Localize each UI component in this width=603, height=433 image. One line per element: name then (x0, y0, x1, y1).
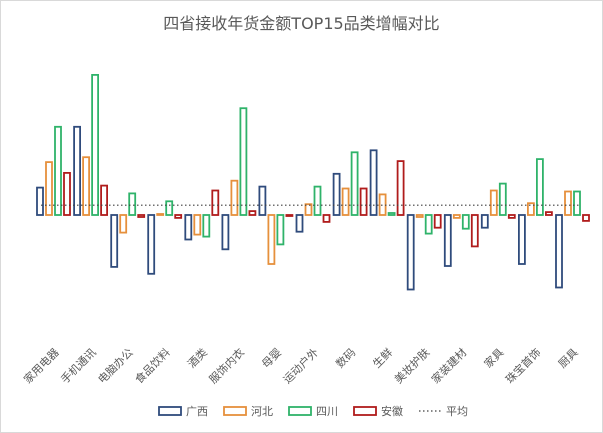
bar-广西-生鲜 (369, 149, 378, 216)
bar-四川-生鲜 (387, 212, 396, 216)
bar-广西-家装建材 (443, 214, 452, 267)
bar-四川-数码 (350, 151, 359, 216)
bar-安徽-家装建材 (470, 214, 479, 248)
bar-安徽-酒类 (211, 189, 220, 216)
bar-安徽-生鲜 (396, 160, 405, 216)
bar-河北-服饰内衣 (230, 179, 239, 216)
category-label: 运动户外 (280, 345, 321, 386)
bar-广西-美妆护肤 (406, 214, 415, 291)
category-label: 服饰内衣 (206, 345, 247, 386)
bar-广西-运动户外 (295, 214, 304, 233)
bar-广西-食品饮料 (147, 214, 156, 275)
category-label: 手机通讯 (58, 345, 99, 386)
category-label: 食品饮料 (132, 345, 173, 386)
legend-label: 平均 (446, 405, 468, 418)
legend-swatch-河北 (223, 406, 247, 416)
bar-安徽-家具 (507, 214, 516, 219)
bar-河北-手机通讯 (82, 156, 90, 216)
category-label: 家用电器 (21, 345, 62, 386)
category-label: 数码 (333, 346, 358, 371)
category-label: 家具 (481, 345, 506, 370)
bar-广西-厨具 (555, 214, 563, 289)
legend-swatch-安徽 (353, 406, 377, 416)
bar-广西-家用电器 (36, 186, 44, 216)
bar-广西-家具 (480, 214, 489, 229)
bar-河北-美妆护肤 (415, 214, 424, 218)
bar-河北-电脑办公 (119, 214, 128, 234)
bar-四川-手机通讯 (91, 74, 99, 216)
bar-河北-运动户外 (304, 203, 313, 216)
legend-label: 四川 (316, 405, 338, 418)
bar-河北-生鲜 (378, 193, 387, 216)
bar-河北-食品饮料 (156, 213, 165, 216)
bar-广西-珠宝首饰 (518, 214, 526, 265)
category-label: 珠宝首饰 (503, 345, 544, 386)
bar-四川-珠宝首饰 (536, 158, 544, 216)
bar-安徽-珠宝首饰 (545, 211, 553, 216)
legend-label: 河北 (251, 405, 273, 418)
legend-swatch-四川 (288, 406, 312, 416)
bar-安徽-食品饮料 (174, 214, 183, 219)
bar-安徽-运动户外 (322, 214, 331, 223)
bar-安徽-美妆护肤 (433, 214, 442, 229)
bar-四川-美妆护肤 (424, 214, 433, 235)
legend-label: 广西 (186, 405, 208, 418)
chart-title: 四省接收年货金额TOP15品类增幅对比 (163, 14, 440, 33)
bar-河北-酒类 (193, 214, 202, 236)
bar-安徽-手机通讯 (100, 184, 108, 216)
bar-广西-手机通讯 (73, 125, 81, 216)
bar-四川-家具 (498, 182, 507, 216)
bar-安徽-数码 (359, 187, 368, 216)
legend-label: 安徽 (381, 404, 403, 418)
category-label: 美妆护肤 (391, 345, 432, 386)
bar-河北-厨具 (564, 190, 572, 216)
legend-swatch-广西 (158, 406, 182, 416)
bar-安徽-家用电器 (63, 171, 71, 216)
bar-广西-母婴 (258, 185, 267, 216)
category-label: 厨具 (556, 346, 581, 371)
category-label: 酒类 (184, 345, 209, 370)
category-label: 家装建材 (428, 345, 469, 386)
bar-四川-电脑办公 (128, 192, 137, 216)
bar-四川-运动户外 (313, 185, 322, 216)
bar-广西-酒类 (184, 214, 193, 241)
bar-四川-食品饮料 (165, 200, 174, 216)
bar-安徽-母婴 (285, 214, 294, 217)
category-label: 生鲜 (370, 345, 395, 370)
bar-河北-母婴 (267, 214, 276, 265)
bar-安徽-服饰内衣 (248, 210, 257, 216)
bar-四川-家装建材 (461, 214, 470, 230)
bar-安徽-电脑办公 (137, 214, 146, 218)
bar-广西-数码 (332, 172, 341, 216)
bar-四川-酒类 (202, 214, 211, 238)
bar-广西-服饰内衣 (221, 214, 230, 251)
bar-河北-家具 (489, 189, 498, 216)
bar-河北-数码 (341, 187, 350, 216)
bar-四川-母婴 (276, 214, 285, 246)
bar-四川-服饰内衣 (239, 107, 248, 216)
bar-安徽-厨具 (582, 214, 590, 222)
category-label: 母婴 (259, 346, 284, 371)
bar-河北-珠宝首饰 (527, 202, 535, 216)
bar-广西-电脑办公 (110, 214, 119, 268)
bar-河北-家用电器 (45, 161, 53, 216)
bar-四川-家用电器 (54, 125, 62, 216)
bar-四川-厨具 (573, 190, 581, 216)
category-label: 电脑办公 (96, 346, 136, 386)
bar-河北-家装建材 (452, 214, 461, 219)
